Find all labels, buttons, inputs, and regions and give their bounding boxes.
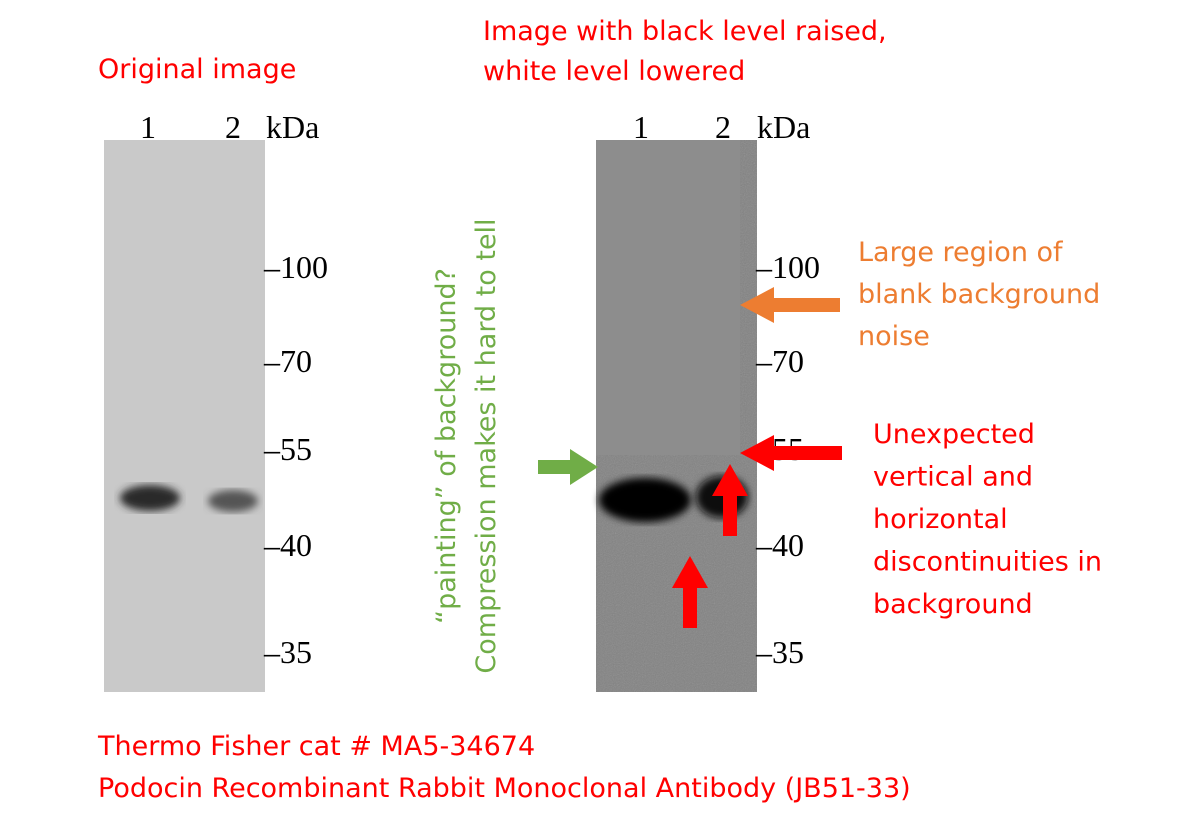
marker-label: –100 bbox=[263, 249, 328, 285]
band bbox=[208, 490, 258, 512]
panel-title: Original image bbox=[98, 54, 296, 85]
annotation-line: Unexpected bbox=[873, 419, 1035, 450]
lane-label: 1 bbox=[140, 109, 156, 145]
annotation-line: Large region of bbox=[858, 237, 1064, 268]
marker-label: –40 bbox=[263, 527, 312, 563]
unit-label: kDa bbox=[266, 109, 319, 145]
unit-label: kDa bbox=[757, 109, 810, 145]
annotation-line: vertical and bbox=[873, 462, 1033, 493]
arrow-red-up bbox=[672, 556, 708, 628]
band bbox=[599, 478, 691, 522]
markers: –100–70–55–40–35–100–70–55–40–35 bbox=[263, 249, 820, 670]
lane-label: 2 bbox=[225, 109, 241, 145]
annotation-line: “painting” of background? bbox=[431, 268, 462, 624]
arrow-red-up bbox=[712, 464, 748, 536]
arrow-green bbox=[538, 449, 598, 485]
footer-line: Podocin Recombinant Rabbit Monoclonal An… bbox=[98, 773, 911, 804]
arrow-orange bbox=[740, 287, 840, 323]
annotation-line: noise bbox=[858, 321, 930, 352]
panel-title: white level lowered bbox=[483, 56, 745, 87]
marker-label: –55 bbox=[263, 431, 312, 467]
marker-label: –35 bbox=[263, 634, 312, 670]
marker-label: –70 bbox=[263, 343, 312, 379]
marker-label: –40 bbox=[755, 527, 804, 563]
lane-label: 1 bbox=[633, 109, 649, 145]
marker-label: –70 bbox=[755, 343, 804, 379]
band bbox=[120, 485, 180, 511]
lane-label: 2 bbox=[715, 109, 731, 145]
blank-region bbox=[596, 140, 740, 455]
annotation-rotated: “painting” of background? Compression ma… bbox=[431, 218, 502, 673]
annotation-line: discontinuities in bbox=[873, 547, 1102, 578]
marker-label: –35 bbox=[755, 634, 804, 670]
footer-line: Thermo Fisher cat # MA5-34674 bbox=[97, 731, 535, 762]
panel-title: Image with black level raised, bbox=[483, 16, 887, 47]
arrow-red bbox=[740, 435, 842, 471]
annotation-line: blank background bbox=[858, 279, 1100, 310]
annotation-line: horizontal bbox=[873, 504, 1008, 535]
annotation-line: Compression makes it hard to tell bbox=[471, 218, 502, 673]
blot-original bbox=[104, 140, 265, 692]
annotation-line: background bbox=[873, 589, 1033, 620]
marker-label: –100 bbox=[755, 249, 820, 285]
annotation-red: Unexpected vertical and horizontal disconti… bbox=[873, 419, 1102, 620]
